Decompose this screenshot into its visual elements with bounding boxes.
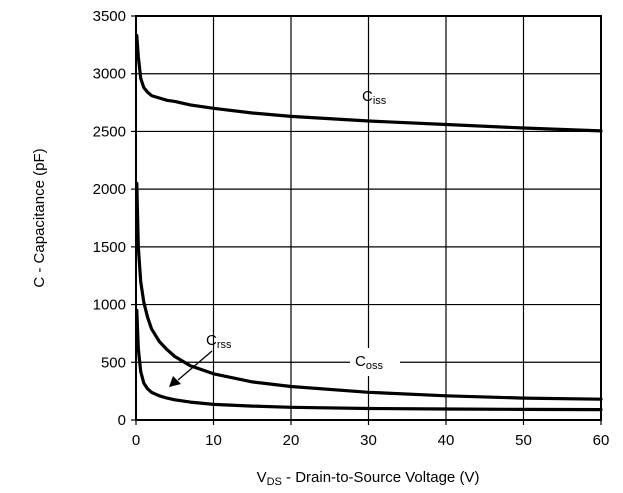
coss-label-main: C [355, 353, 366, 370]
y-axis-title: C - Capacitance (pF) [31, 148, 48, 287]
y-tick-label: 2000 [93, 181, 126, 198]
ciss-label-sub: iss [373, 95, 387, 107]
crss-curve [135, 308, 603, 412]
x-axis-title-sub: DS [267, 476, 282, 488]
coss-label-sub: oss [366, 360, 384, 372]
x-axis-title-main: V [257, 469, 267, 486]
y-tick-label: 3000 [93, 66, 126, 83]
x-tick-label: 50 [515, 432, 532, 449]
y-tick-label: 0 [118, 412, 126, 429]
crss-label-main: C [206, 332, 217, 349]
crss-label: Crss [206, 332, 232, 351]
coss-label: Coss [355, 353, 383, 372]
capacitance-curves [135, 33, 603, 412]
y-tick-label: 500 [101, 354, 126, 371]
x-tick-label: 30 [360, 432, 377, 449]
y-axis-ticks: 0 500 1000 1500 2000 2500 3000 3500 [93, 8, 136, 429]
x-tick-label: 0 [132, 432, 140, 449]
x-tick-label: 40 [438, 432, 455, 449]
x-tick-label: 60 [593, 432, 610, 449]
crss-arrow-head [169, 376, 181, 387]
crss-label-sub: rss [217, 339, 232, 351]
coss-curve [135, 181, 603, 401]
x-axis-title: VDS - Drain-to-Source Voltage (V) [257, 469, 480, 488]
ciss-label-main: C [362, 88, 373, 105]
y-tick-label: 3500 [93, 8, 126, 25]
crss-arrow-shaft [177, 350, 213, 381]
y-tick-label: 1000 [93, 297, 126, 314]
x-axis-ticks: 0 10 20 30 40 50 60 [132, 420, 610, 449]
x-tick-label: 10 [205, 432, 222, 449]
coss-label-background [350, 348, 400, 376]
ciss-label: Ciss [362, 88, 387, 107]
y-tick-label: 2500 [93, 123, 126, 140]
x-tick-label: 20 [283, 432, 300, 449]
y-tick-label: 1500 [93, 239, 126, 256]
ciss-curve [135, 33, 603, 133]
x-axis-title-rest: - Drain-to-Source Voltage (V) [282, 469, 480, 486]
